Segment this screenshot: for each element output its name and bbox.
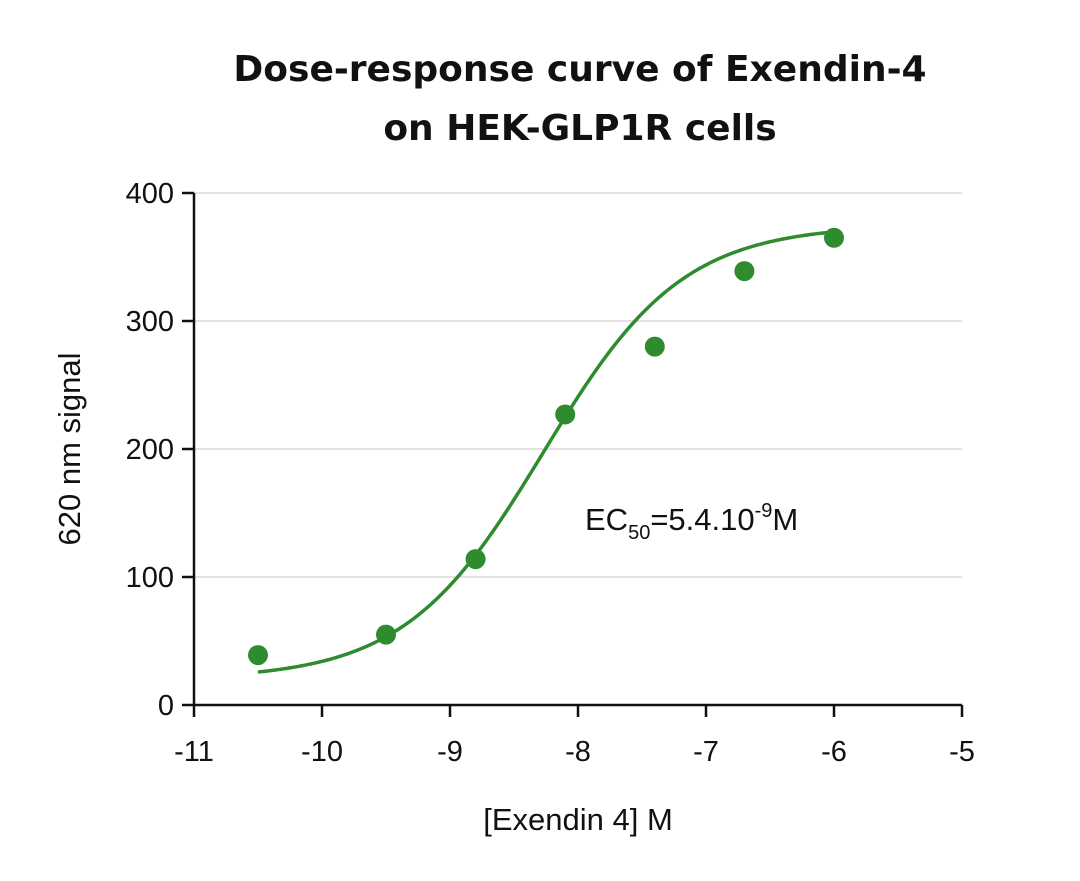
x-tick-label: -7 (693, 736, 719, 768)
data-point (555, 404, 576, 425)
ec50-subscript: 50 (628, 522, 650, 544)
data-points (248, 227, 844, 666)
x-tick-label: -6 (821, 736, 847, 768)
y-tick-label: 300 (126, 306, 174, 338)
data-point (644, 336, 665, 357)
x-tick-label: -8 (565, 736, 591, 768)
x-tick-label: -5 (949, 736, 975, 768)
x-tick-label: -11 (174, 736, 214, 768)
ec50-exponent: -9 (755, 500, 773, 522)
fit-curve-layer (257, 230, 835, 674)
y-tick-label: 400 (126, 178, 174, 210)
axes: 0 100 200 300 400 -11 -10 -9 -8 -7 -6 -5 (126, 178, 975, 768)
data-point (376, 624, 396, 645)
y-tick-label: 100 (126, 562, 174, 594)
ec50-value: =5.4.10 (650, 502, 754, 537)
ec50-unit: M (772, 502, 798, 537)
y-axis-title: 620 nm signal (52, 352, 87, 545)
gridlines (194, 192, 962, 578)
chart-title-line-2: on HEK-GLP1R cells (383, 108, 777, 149)
data-point (824, 227, 844, 248)
x-tick-label: -10 (301, 736, 343, 768)
ec50-annotation: EC50=5.4.10-9M (585, 500, 798, 544)
x-axis-title: [Exendin 4] M (483, 802, 673, 837)
y-tick-label: 200 (126, 434, 174, 466)
x-tick-label: -9 (437, 736, 463, 768)
y-tick-label: 0 (158, 690, 174, 722)
chart-title: Dose-response curve of Exendin-4 on HEK-… (0, 40, 1080, 158)
data-point (248, 645, 268, 666)
data-point (465, 549, 486, 570)
fit-curve (257, 230, 835, 674)
ec50-base: EC (585, 502, 628, 537)
data-point (734, 261, 755, 282)
chart-title-line-1: Dose-response curve of Exendin-4 (233, 49, 927, 90)
